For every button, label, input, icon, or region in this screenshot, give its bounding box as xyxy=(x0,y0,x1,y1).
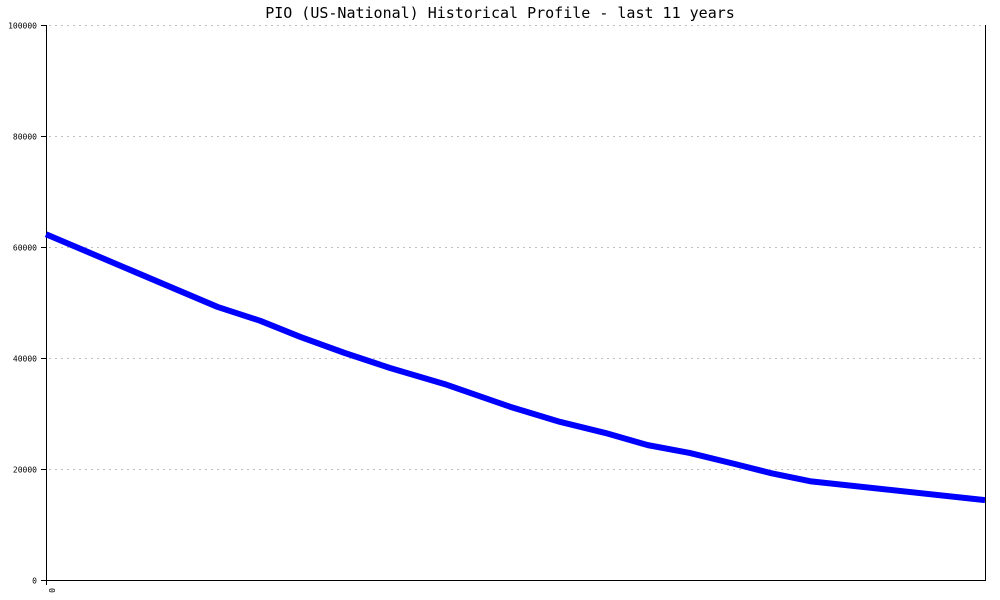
y-tick-label: 40000 xyxy=(13,355,37,364)
y-tick-label: 60000 xyxy=(13,244,37,253)
chart-title: PIO (US-National) Historical Profile - l… xyxy=(265,4,735,22)
x-tick-label: 0 xyxy=(47,588,56,593)
y-tick-label: 100000 xyxy=(8,22,37,31)
y-tick-label: 80000 xyxy=(13,133,37,142)
y-tick-label: 20000 xyxy=(13,466,37,475)
series-line xyxy=(44,231,986,504)
y-tick-label: 0 xyxy=(32,577,37,586)
